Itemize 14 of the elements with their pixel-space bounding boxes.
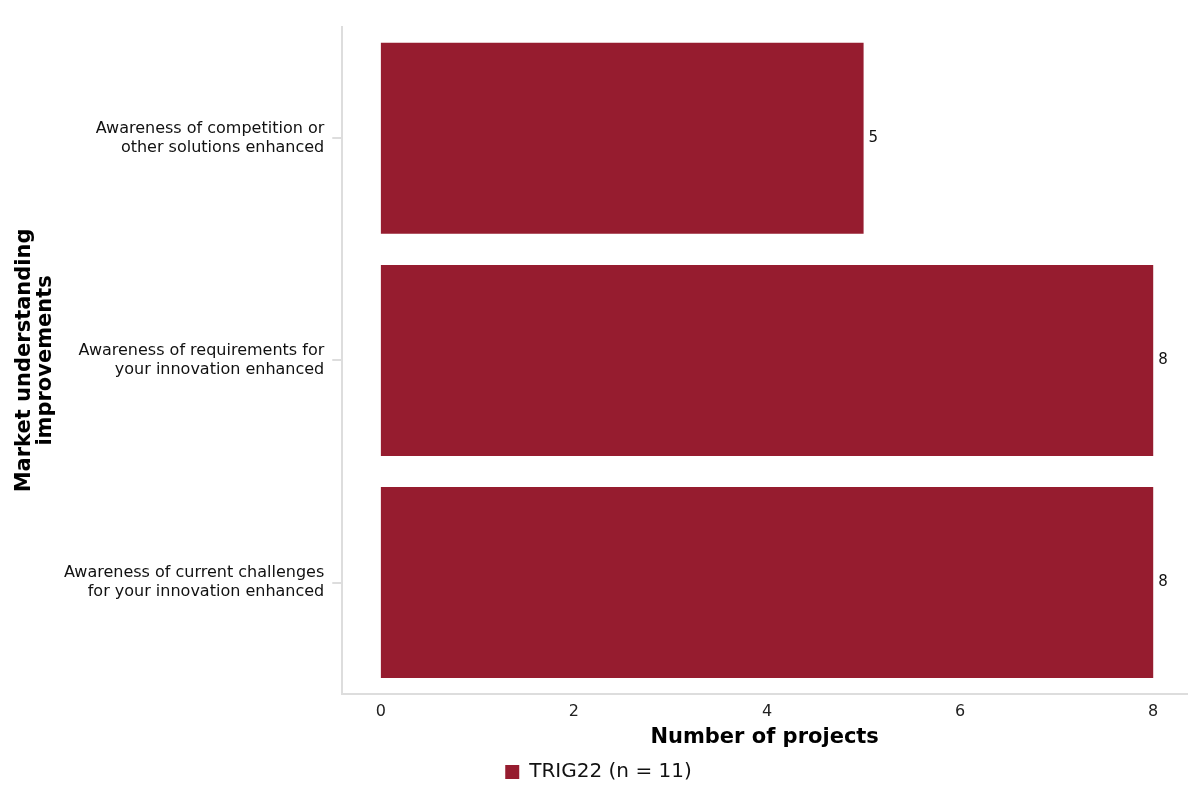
- y-tick-label: Awareness of current challenges for your innovation enhanced: [64, 562, 325, 601]
- x-tick-label: 6: [955, 701, 966, 721]
- y-tick-label: Awareness of competition or other solutions enhanced: [95, 117, 325, 157]
- x-tick-label: 8: [1148, 701, 1159, 721]
- x-axis-title: Number of projects: [650, 723, 879, 748]
- x-tick-label: 2: [568, 701, 580, 721]
- y-axis-title: Market understanding improvements: [10, 228, 56, 493]
- data-label: 8: [1158, 572, 1168, 591]
- x-tick-label: 0: [375, 701, 386, 721]
- data-label: 8: [1158, 350, 1168, 369]
- x-tick-label: 4: [761, 701, 773, 721]
- data-label: 5: [868, 128, 879, 147]
- legend-label: TRIG22 (n = 11): [528, 758, 692, 783]
- y-tick-label: Awareness of requirements for your innovation enhanced: [78, 339, 325, 379]
